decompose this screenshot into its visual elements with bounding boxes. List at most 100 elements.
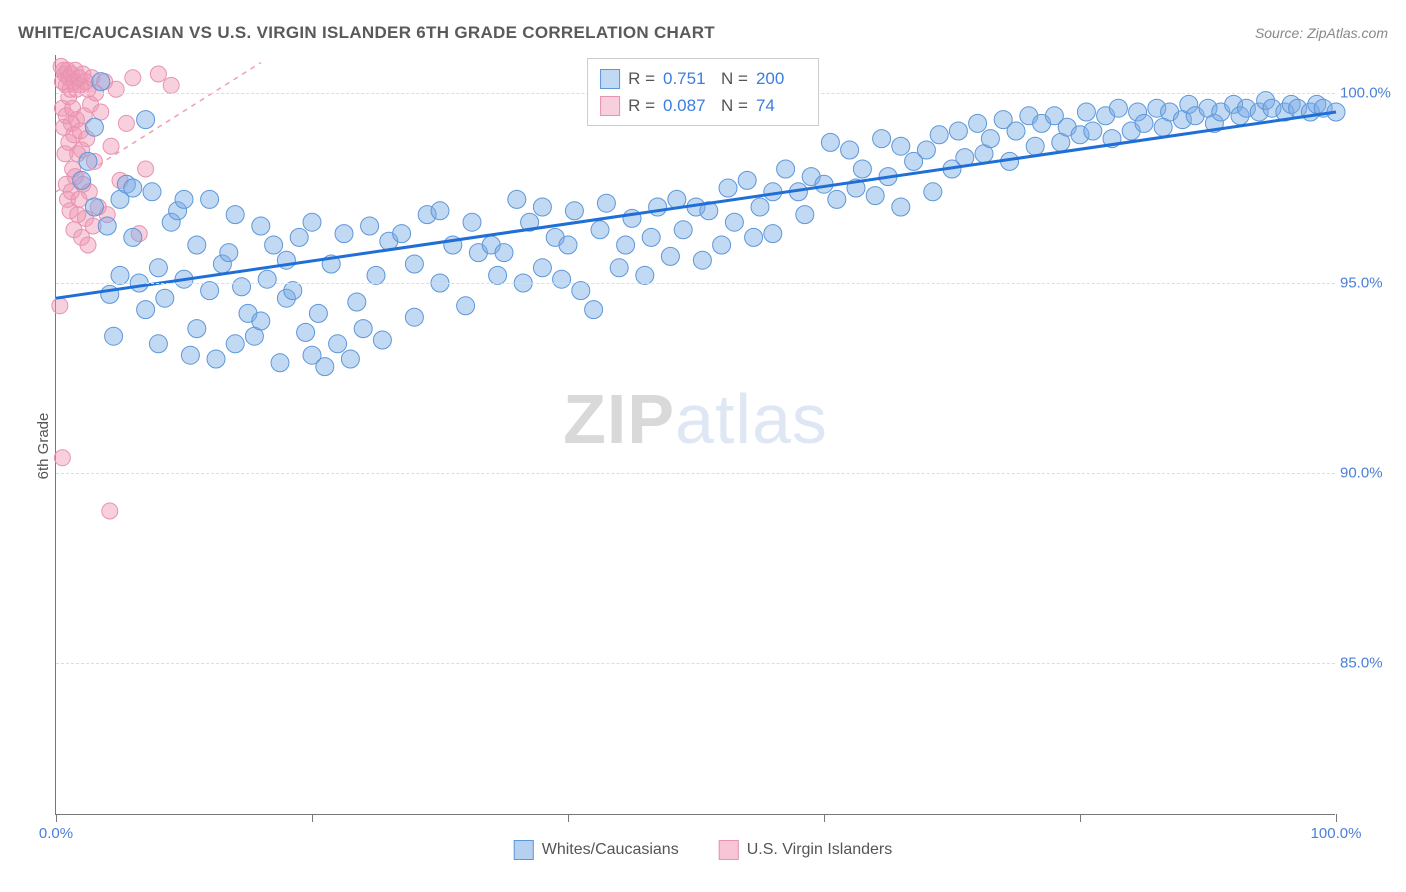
scatter-point — [917, 141, 935, 159]
scatter-point — [265, 236, 283, 254]
xtick — [56, 814, 57, 822]
scatter-point — [137, 301, 155, 319]
scatter-point — [149, 259, 167, 277]
scatter-point — [873, 130, 891, 148]
scatter-point — [137, 111, 155, 129]
scatter-point — [1084, 122, 1102, 140]
ytick-label: 85.0% — [1340, 655, 1395, 672]
scatter-point — [111, 266, 129, 284]
scatter-point — [738, 171, 756, 189]
scatter-point — [85, 198, 103, 216]
scatter-point — [271, 354, 289, 372]
scatter-point — [124, 179, 142, 197]
scatter-point — [105, 327, 123, 345]
scatter-point — [610, 259, 628, 277]
chart-container: WHITE/CAUCASIAN VS U.S. VIRGIN ISLANDER … — [0, 0, 1406, 892]
scatter-point — [553, 270, 571, 288]
scatter-point — [617, 236, 635, 254]
scatter-point — [156, 289, 174, 307]
scatter-point — [143, 183, 161, 201]
title-bar: WHITE/CAUCASIAN VS U.S. VIRGIN ISLANDER … — [18, 18, 1388, 48]
scatter-point — [981, 130, 999, 148]
ytick-label: 95.0% — [1340, 275, 1395, 292]
scatter-point — [745, 228, 763, 246]
scatter-point — [252, 312, 270, 330]
scatter-point — [636, 266, 654, 284]
scatter-point — [508, 190, 526, 208]
scatter-point — [103, 138, 119, 154]
scatter-point — [533, 259, 551, 277]
ytick-label: 90.0% — [1340, 465, 1395, 482]
plot-area: ZIPatlas 85.0%90.0%95.0%100.0%0.0%100.0% — [55, 55, 1335, 815]
scatter-point — [457, 297, 475, 315]
scatter-point — [463, 213, 481, 231]
gridline-h — [56, 283, 1335, 284]
scatter-point — [892, 137, 910, 155]
scatter-point — [92, 73, 110, 91]
scatter-point — [98, 217, 116, 235]
stats-row-0: R = 0.751 N = 200 — [600, 65, 806, 92]
r-value-0: 0.751 — [663, 65, 713, 92]
scatter-point — [149, 335, 167, 353]
scatter-point — [866, 187, 884, 205]
scatter-point — [80, 237, 96, 253]
scatter-point — [949, 122, 967, 140]
scatter-point — [572, 282, 590, 300]
scatter-point — [297, 323, 315, 341]
scatter-point — [284, 282, 302, 300]
plot-svg — [56, 55, 1335, 814]
scatter-point — [258, 270, 276, 288]
scatter-point — [118, 115, 134, 131]
legend-label-0: Whites/Caucasians — [542, 841, 679, 859]
scatter-point — [373, 331, 391, 349]
scatter-point — [713, 236, 731, 254]
scatter-point — [207, 350, 225, 368]
scatter-point — [924, 183, 942, 201]
legend-swatch-0 — [514, 840, 534, 860]
scatter-point — [188, 320, 206, 338]
scatter-point — [495, 244, 513, 262]
scatter-point — [405, 308, 423, 326]
scatter-point — [1077, 103, 1095, 121]
scatter-point — [393, 225, 411, 243]
scatter-point — [201, 282, 219, 300]
scatter-point — [969, 114, 987, 132]
scatter-point — [175, 190, 193, 208]
scatter-point — [102, 503, 118, 519]
xtick — [568, 814, 569, 822]
xtick — [1336, 814, 1337, 822]
scatter-point — [163, 77, 179, 93]
legend-label-1: U.S. Virgin Islanders — [747, 841, 893, 859]
scatter-point — [489, 266, 507, 284]
scatter-point — [348, 293, 366, 311]
r-label-0: R = — [628, 65, 655, 92]
stats-legend: R = 0.751 N = 200 R = 0.087 N = 74 — [587, 58, 819, 126]
scatter-point — [853, 160, 871, 178]
source-label: Source: ZipAtlas.com — [1255, 25, 1388, 41]
stats-swatch-1 — [600, 96, 620, 116]
scatter-point — [1135, 114, 1153, 132]
scatter-point — [828, 190, 846, 208]
scatter-point — [233, 278, 251, 296]
scatter-point — [597, 194, 615, 212]
scatter-point — [85, 118, 103, 136]
scatter-point — [309, 304, 327, 322]
scatter-point — [693, 251, 711, 269]
scatter-point — [405, 255, 423, 273]
legend-swatch-1 — [719, 840, 739, 860]
scatter-point — [431, 202, 449, 220]
scatter-point — [329, 335, 347, 353]
scatter-point — [354, 320, 372, 338]
scatter-point — [565, 202, 583, 220]
ytick-label: 100.0% — [1340, 85, 1395, 102]
stats-row-1: R = 0.087 N = 74 — [600, 92, 806, 119]
scatter-point — [559, 236, 577, 254]
scatter-point — [201, 190, 219, 208]
scatter-point — [150, 66, 166, 82]
scatter-point — [125, 70, 141, 86]
scatter-point — [777, 160, 795, 178]
scatter-point — [367, 266, 385, 284]
y-axis-label: 6th Grade — [35, 413, 52, 480]
scatter-point — [79, 152, 97, 170]
bottom-legend: Whites/Caucasians U.S. Virgin Islanders — [514, 840, 893, 860]
